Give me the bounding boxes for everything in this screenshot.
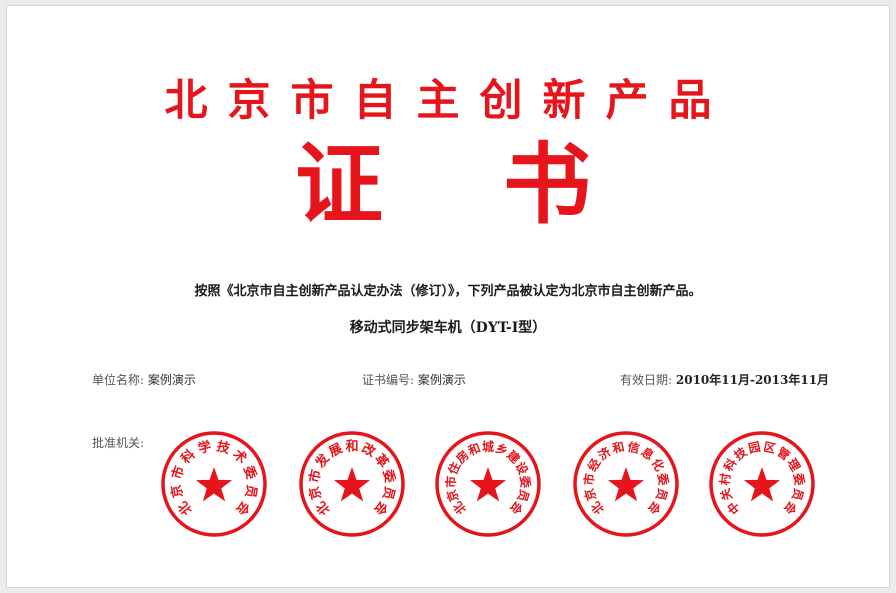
seal-lettering: 会 — [644, 499, 664, 519]
certificate-number-value: 案例演示 — [417, 373, 466, 387]
seal-lettering: 和 — [465, 440, 483, 459]
unit-value: 案例演示 — [147, 373, 196, 387]
seal-lettering: 会 — [370, 498, 391, 519]
unit-label: 单位名称: — [92, 373, 145, 387]
seal-lettering: 学 — [196, 438, 213, 457]
seal-lettering: 信 — [626, 439, 641, 456]
seal-lettering: 理 — [785, 456, 803, 474]
seal-lettering: 委 — [379, 467, 398, 484]
seal-lettering: 委 — [655, 471, 672, 487]
validity-value: 2010年11月-2013年11月 — [675, 373, 830, 387]
certificate-frame — [6, 5, 890, 588]
seal-lettering: 园 — [747, 440, 762, 456]
seal-lettering: 员 — [242, 483, 259, 499]
approval-authority-label: 批准机关: — [92, 436, 145, 450]
seal-lettering: 乡 — [493, 440, 510, 458]
seal-lettering: 市 — [581, 472, 597, 486]
seal-lettering: 会 — [232, 498, 253, 519]
official-seal: 北京市住房和城乡建设委员会 — [435, 431, 541, 537]
seal-lettering: 市 — [169, 464, 188, 481]
certification-statement: 按照《北京市自主创新产品认定办法（修订）》，下列产品被认定为北京市自主创新产品。 — [194, 284, 702, 299]
seal-lettering: 术 — [229, 446, 250, 467]
seal-lettering: 会 — [780, 499, 800, 519]
seal-lettering: 委 — [240, 463, 260, 481]
star-icon — [195, 467, 233, 502]
product-name: 移动式同步架车机（DYT-I型） — [349, 320, 547, 336]
star-icon — [607, 467, 645, 502]
seal-lettering: 和 — [345, 439, 358, 455]
certificate-number-field: 证书编号: 案例演示 — [362, 371, 466, 388]
official-seal: 北京市发展和改革委员会 — [299, 431, 405, 537]
certificate-subtitle: 证书 — [294, 132, 711, 236]
seal-lettering: 京 — [168, 483, 186, 499]
star-icon — [333, 467, 371, 502]
seal-lettering: 员 — [515, 488, 532, 504]
star-icon — [743, 467, 781, 502]
seal-lettering: 技 — [215, 438, 233, 457]
seal-lettering: 委 — [518, 474, 534, 489]
seal-lettering: 展 — [327, 441, 346, 461]
seal-lettering: 北 — [314, 498, 334, 518]
seal-lettering: 科 — [178, 446, 198, 467]
seal-lettering: 关 — [717, 487, 735, 503]
seal-lettering: 员 — [789, 487, 806, 502]
certificate-title: 北京市自主创新产品 — [164, 76, 732, 126]
seal-ring — [573, 431, 679, 537]
star-icon — [469, 467, 507, 502]
seal-lettering: 委 — [791, 471, 808, 487]
validity-label: 有效日期: — [620, 373, 673, 387]
seal-lettering: 京 — [306, 485, 325, 501]
seal-lettering: 区 — [762, 440, 777, 456]
seal-ring — [435, 431, 541, 537]
seal-lettering: 北 — [176, 498, 196, 518]
seal-lettering: 员 — [653, 487, 670, 502]
seal-lettering: 京 — [581, 487, 599, 503]
seal-ring — [299, 431, 405, 537]
seal-lettering: 住 — [445, 460, 464, 477]
seal-lettering: 革 — [371, 451, 392, 471]
validity-field: 有效日期: 2010年11月-2013年11月 — [620, 371, 829, 388]
seal-lettering: 京 — [443, 488, 461, 504]
unit-field: 单位名称: 案例演示 — [92, 371, 196, 388]
seal-ring — [161, 431, 267, 537]
seal-lettering: 城 — [482, 439, 494, 454]
seal-lettering: 市 — [306, 468, 324, 484]
seal-ring — [709, 431, 815, 537]
seal-lettering: 员 — [379, 485, 397, 501]
seal-lettering: 市 — [443, 475, 459, 488]
certificate-number-label: 证书编号: — [362, 373, 415, 387]
seal-lettering: 村 — [717, 472, 733, 486]
seal-lettering: 和 — [610, 439, 626, 456]
